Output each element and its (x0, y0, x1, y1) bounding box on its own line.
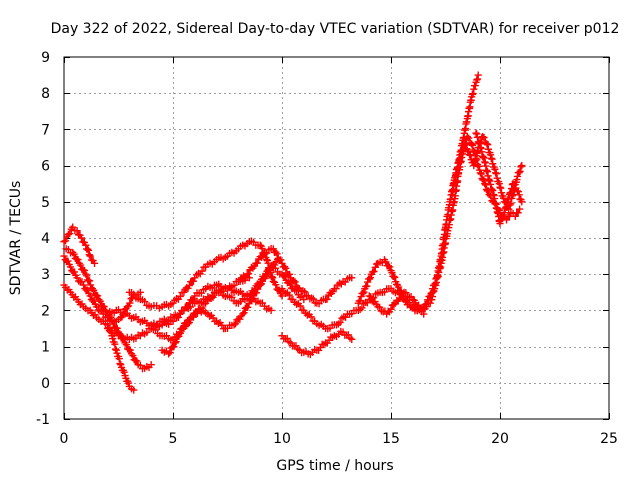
data-series-16 (472, 129, 526, 228)
data-series-9 (158, 256, 282, 358)
grid-layer (64, 57, 609, 419)
y-axis-label: SDTVAR / TECUs (8, 181, 24, 296)
y-tick-label: 5 (41, 195, 50, 211)
y-tick-labels: -1 0 1 2 3 4 5 6 7 8 9 (36, 50, 50, 428)
data-point-markers (472, 129, 526, 228)
y-tick-label: 7 (41, 122, 50, 138)
y-tick-label: 9 (41, 50, 50, 66)
x-tick-label: 10 (273, 431, 291, 447)
data-point-markers (60, 223, 99, 267)
y-tick-label: 2 (41, 303, 50, 319)
data-series-13 (354, 71, 482, 315)
x-tick-labels: 0 5 10 15 20 25 (60, 431, 618, 447)
data-series-2 (60, 252, 144, 326)
y-tick-label: 3 (41, 267, 50, 283)
y-tick-label: 8 (41, 86, 50, 102)
data-point-markers (60, 252, 144, 326)
y-tick-label: 1 (41, 340, 50, 356)
y-tick-label: 6 (41, 159, 50, 175)
data-point-markers (60, 281, 138, 394)
x-tick-label: 0 (60, 431, 69, 447)
data-point-markers (158, 256, 282, 358)
data-series-4 (62, 245, 155, 373)
x-tick-label: 25 (600, 431, 618, 447)
x-axis-label: GPS time / hours (276, 458, 393, 474)
y-tick-label: -1 (36, 412, 50, 428)
data-series-3 (60, 281, 138, 394)
tick-layer (64, 57, 610, 420)
data-series-10 (234, 244, 356, 308)
data-point-markers (278, 327, 356, 359)
x-tick-label: 20 (491, 431, 509, 447)
x-tick-label: 15 (382, 431, 400, 447)
chart-title: Day 322 of 2022, Sidereal Day-to-day VTE… (51, 21, 620, 37)
data-point-markers (62, 245, 155, 373)
y-tick-label: 0 (41, 376, 50, 392)
x-tick-label: 5 (169, 431, 178, 447)
data-series-11 (278, 327, 356, 359)
y-tick-label: 4 (41, 231, 50, 247)
data-series-1 (60, 223, 99, 267)
data-point-markers (354, 71, 482, 315)
data-layer (60, 71, 526, 394)
data-point-markers (234, 244, 356, 308)
